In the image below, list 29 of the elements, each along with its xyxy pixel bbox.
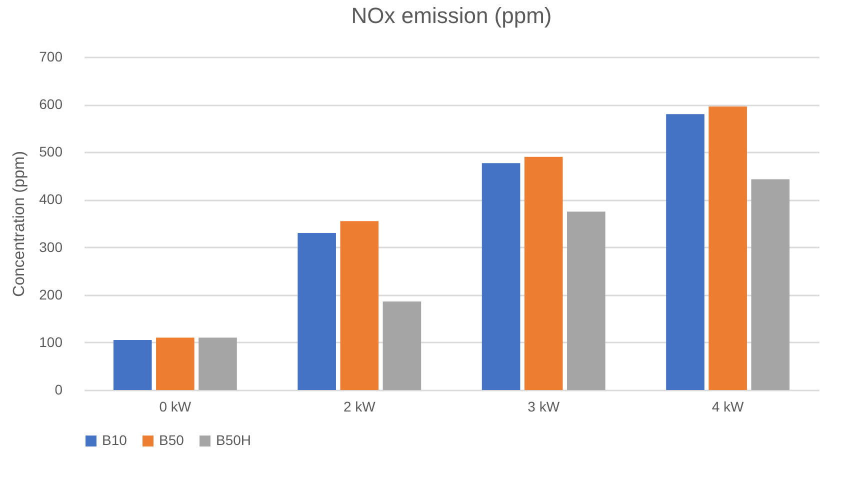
bar — [666, 114, 704, 390]
bar — [382, 302, 422, 390]
bar — [567, 212, 606, 390]
bar — [113, 340, 152, 390]
bar — [708, 106, 747, 390]
x-tick-label: 0 kW — [159, 398, 192, 414]
bar — [298, 233, 336, 390]
y-tick-label: 600 — [39, 96, 63, 112]
x-tick-label: 2 kW — [343, 398, 376, 414]
y-tick-label: 700 — [39, 48, 63, 64]
y-tick-label: 0 — [54, 382, 63, 398]
legend-label: B50H — [216, 432, 252, 448]
y-axis-title: Concentration (ppm) — [11, 151, 28, 297]
bar — [751, 179, 790, 390]
legend-label: B50 — [159, 432, 184, 448]
y-tick-label: 200 — [39, 286, 63, 302]
bar — [482, 163, 520, 390]
bar — [198, 338, 237, 390]
y-tick-label: 100 — [39, 334, 63, 350]
y-tick-label: 500 — [39, 144, 63, 160]
x-tick-label: 3 kW — [528, 398, 560, 414]
bar — [524, 156, 563, 390]
chart-title: NOx emission (ppm) — [351, 3, 552, 28]
legend-label: B10 — [102, 432, 128, 448]
bar — [156, 338, 194, 390]
bar — [340, 221, 379, 390]
x-tick-label: 4 kW — [712, 398, 745, 414]
y-tick-label: 300 — [39, 238, 63, 255]
y-tick-label: 400 — [39, 191, 63, 208]
